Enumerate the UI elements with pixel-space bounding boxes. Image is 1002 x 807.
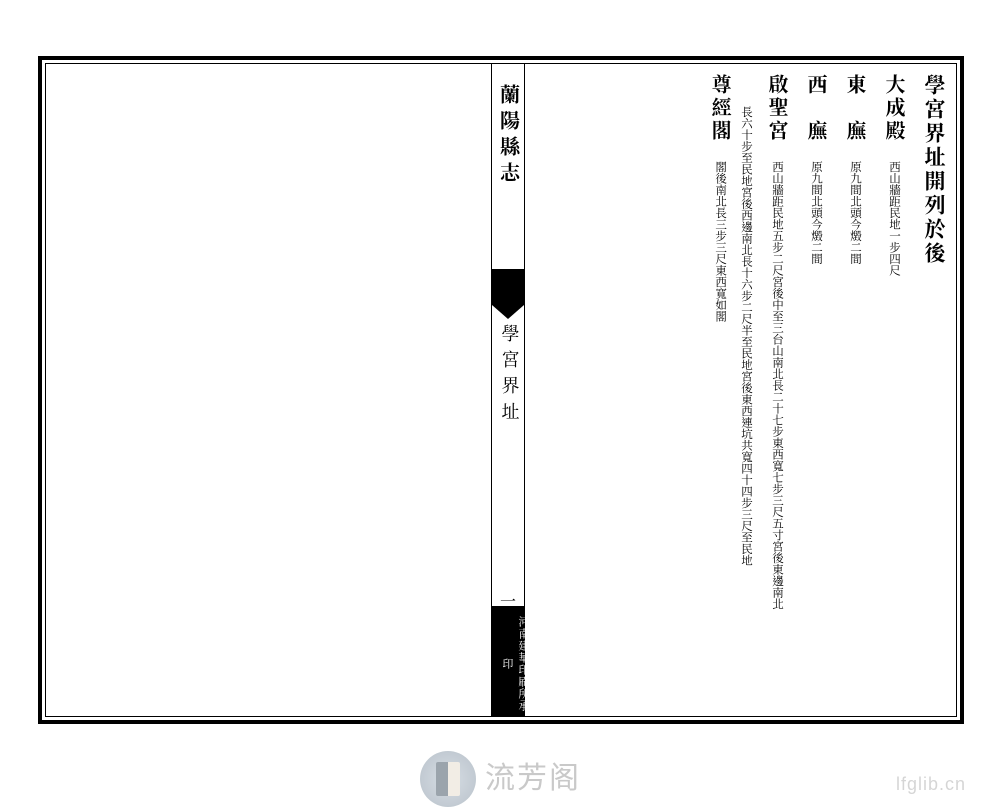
fishtail-marker [492, 269, 524, 305]
entry-xiwu: 西 廡 原九間北頭今燬二間 [803, 74, 832, 706]
watermark-site-name: 流芳阁 [485, 753, 581, 797]
entry-qisheng: 啟聖宮 西山牆距民地五步二尺宮後中至三台山南北長二十七步東西寬七步三尺五寸宮後東… [764, 74, 793, 706]
entry-desc: 原九間北頭今燬二間 [809, 161, 825, 265]
entry-desc: 西山牆距民地五步二尺宮後中至三台山南北長二十七步東西寬七步三尺五寸宮後東邊南北 [770, 161, 786, 610]
entry-title: 東 廡 [842, 74, 871, 143]
entry-desc: 原九間北頭今燬二間 [848, 161, 864, 265]
entry-title: 尊經閣 [707, 74, 736, 143]
entry-desc: 西山牆距民地一步四尺 [887, 161, 903, 276]
center-title-box: 蘭陽縣志 [491, 84, 525, 193]
center-fold-column: 蘭陽縣志 學宮界址 一 河南建華印刷所承印 [491, 64, 525, 716]
entry-title: 啟聖宮 [764, 74, 793, 143]
book-title: 蘭陽縣志 [496, 84, 525, 188]
center-section-box: 學宮界址 [491, 324, 525, 433]
watermark-url: lfglib.cn [896, 774, 966, 795]
right-page-content: 學宮界址開列於後 大成殿 西山牆距民地一步四尺 東 廡 原九間北頭今燬二間 西 … [530, 74, 950, 706]
entry-dacheng: 大成殿 西山牆距民地一步四尺 [881, 74, 910, 706]
inner-frame: 學宮界址開列於後 大成殿 西山牆距民地一步四尺 東 廡 原九間北頭今燬二間 西 … [45, 63, 957, 717]
main-heading: 學宮界址開列於後 [920, 74, 950, 706]
publisher-box: 河南建華印刷所承印 [492, 606, 524, 716]
entry-title: 西 廡 [803, 74, 832, 143]
entry-continuation: 長六十步至民地宮後西邊南北長十六步二尺半至民地宮後東西連坑共寬四十四步三尺至民地 [739, 74, 754, 706]
entry-title: 大成殿 [881, 74, 910, 143]
entry-desc: 閣後南北長三步三尺東西寬如閣 [713, 161, 729, 322]
entry-zunjing: 尊經閣 閣後南北長三步三尺東西寬如閣 [707, 74, 736, 706]
section-title: 學宮界址 [498, 324, 524, 428]
watermark-book-icon [436, 762, 460, 796]
outer-frame: 學宮界址開列於後 大成殿 西山牆距民地一步四尺 東 廡 原九間北頭今燬二間 西 … [38, 56, 964, 724]
entry-dongwu: 東 廡 原九間北頭今燬二間 [842, 74, 871, 706]
watermark-logo-icon [420, 751, 476, 807]
left-page-blank [52, 70, 482, 710]
publisher-text: 河南建華印刷所承印 [500, 612, 532, 716]
